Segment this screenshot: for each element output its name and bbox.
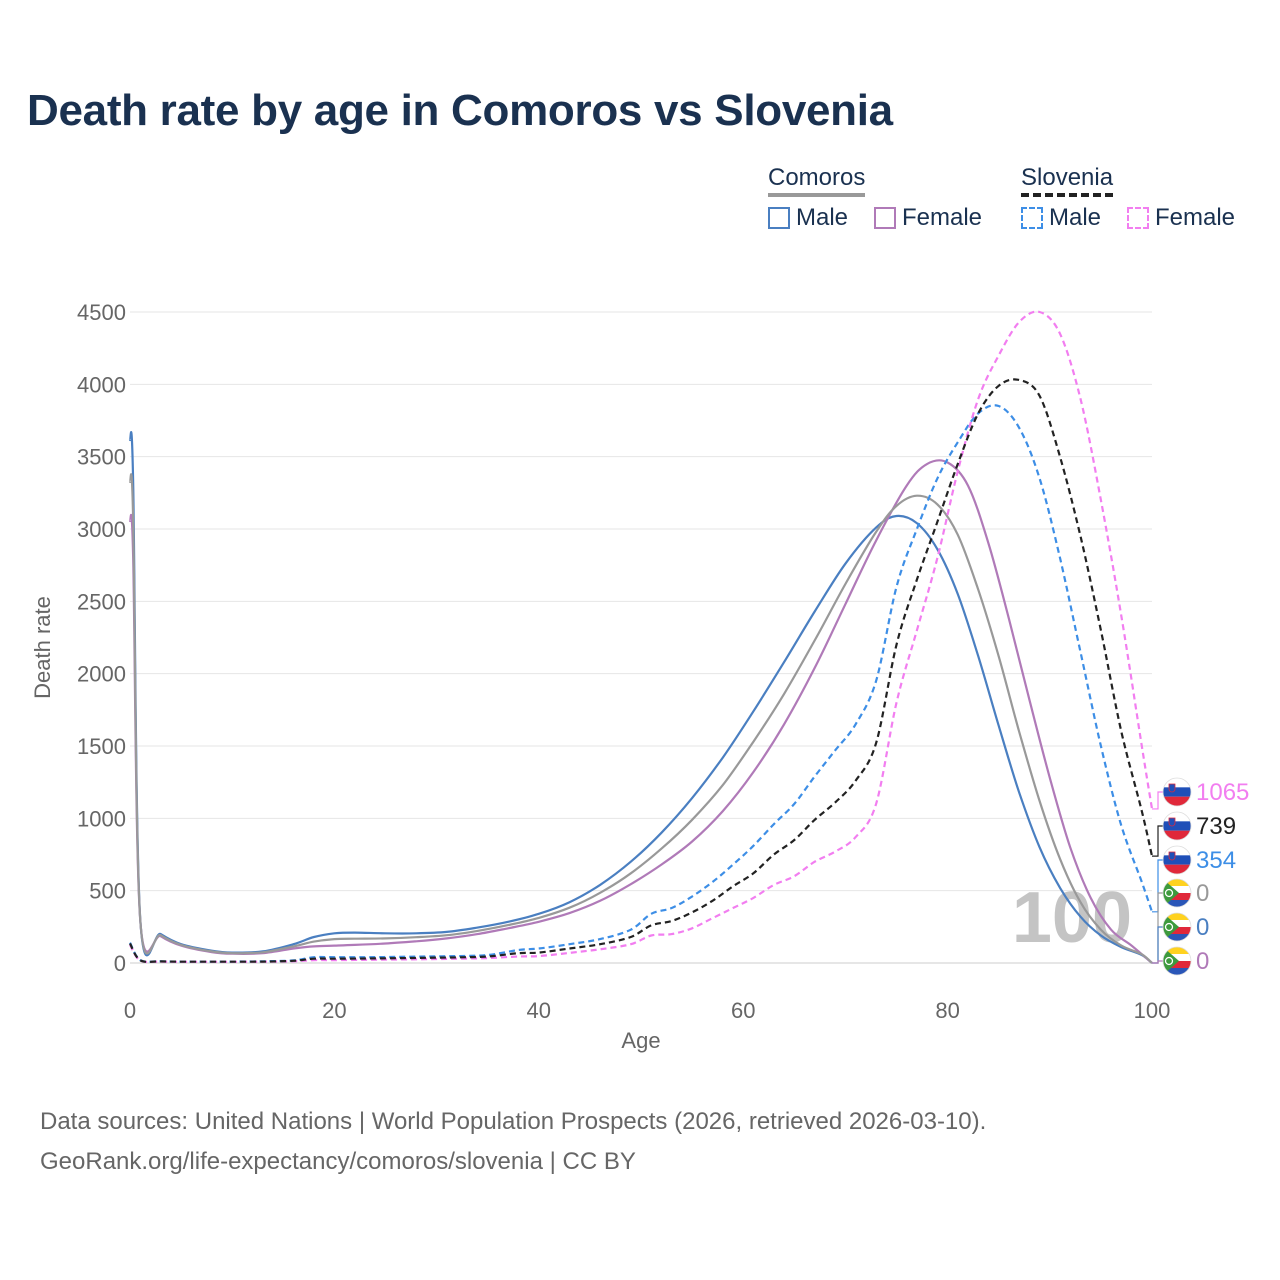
label-connector xyxy=(1152,960,1163,964)
slovenia-flag-icon xyxy=(1162,777,1192,807)
series-line-comoros-total xyxy=(128,473,1153,964)
series-end-value: 1065 xyxy=(1196,779,1249,806)
legend-swatch xyxy=(1021,207,1043,229)
y-tick-label: 4500 xyxy=(77,300,126,325)
x-tick-label: 80 xyxy=(935,998,959,1023)
label-connector xyxy=(1152,859,1163,913)
legend-slovenia-female[interactable]: Female xyxy=(1127,204,1235,232)
slovenia-flag-icon xyxy=(1162,845,1192,875)
y-tick-label: 500 xyxy=(89,879,126,904)
x-tick-label: 60 xyxy=(731,998,755,1023)
x-tick-label: 100 xyxy=(1134,998,1171,1023)
legend-label: Female xyxy=(902,204,983,231)
series-line-comoros-male xyxy=(128,431,1153,964)
legend-comoros-title: Comoros xyxy=(768,164,866,197)
legend-slovenia-title: Slovenia xyxy=(1021,164,1114,197)
series-end-value: 0 xyxy=(1196,914,1209,941)
y-tick-label: 1000 xyxy=(77,806,126,831)
watermark-age: 100 xyxy=(1012,878,1132,958)
comoros-flag-icon xyxy=(1162,946,1192,976)
comoros-flag-icon xyxy=(1162,912,1192,942)
y-tick-label: 2500 xyxy=(77,589,126,614)
y-tick-label: 2000 xyxy=(77,662,126,687)
comoros-flag-icon xyxy=(1162,878,1192,908)
y-axis-label: Death rate xyxy=(30,596,55,699)
legend-label: Male xyxy=(796,204,849,231)
x-axis-label: Age xyxy=(621,1028,660,1053)
label-connector xyxy=(1152,791,1163,810)
legend-swatch xyxy=(874,207,896,229)
legend-swatch xyxy=(1127,207,1149,229)
y-tick-label: 3000 xyxy=(77,517,126,542)
y-tick-label: 4000 xyxy=(77,372,126,397)
label-connector xyxy=(1152,926,1163,964)
series-line-slovenia-total xyxy=(129,378,1154,963)
legend-slovenia-male[interactable]: Male xyxy=(1021,204,1101,232)
y-tick-label: 1500 xyxy=(77,734,126,759)
footer-credit[interactable]: GeoRank.org/life-expectancy/comoros/slov… xyxy=(40,1148,636,1175)
series-end-value: 354 xyxy=(1196,847,1236,874)
label-connector xyxy=(1152,825,1163,857)
chart-title: Death rate by age in Comoros vs Slovenia xyxy=(27,86,893,135)
x-tick-label: 0 xyxy=(124,998,136,1023)
legend-comoros-male[interactable]: Male xyxy=(768,204,848,232)
series-end-value: 0 xyxy=(1196,948,1209,975)
slovenia-flag-icon xyxy=(1162,811,1192,841)
footer-sources: Data sources: United Nations | World Pop… xyxy=(40,1108,987,1135)
series-line-slovenia-female xyxy=(129,310,1154,964)
legend-swatch xyxy=(768,207,790,229)
legend-label: Male xyxy=(1049,204,1102,231)
legend-label: Female xyxy=(1155,204,1236,231)
series-line-comoros-female xyxy=(128,459,1153,964)
x-tick-label: 40 xyxy=(527,998,551,1023)
y-tick-label: 3500 xyxy=(77,445,126,470)
series-end-value: 0 xyxy=(1196,880,1209,907)
x-tick-label: 20 xyxy=(322,998,346,1023)
series-end-value: 739 xyxy=(1196,813,1236,840)
legend-comoros-female[interactable]: Female xyxy=(874,204,982,232)
y-tick-label: 0 xyxy=(114,951,126,976)
